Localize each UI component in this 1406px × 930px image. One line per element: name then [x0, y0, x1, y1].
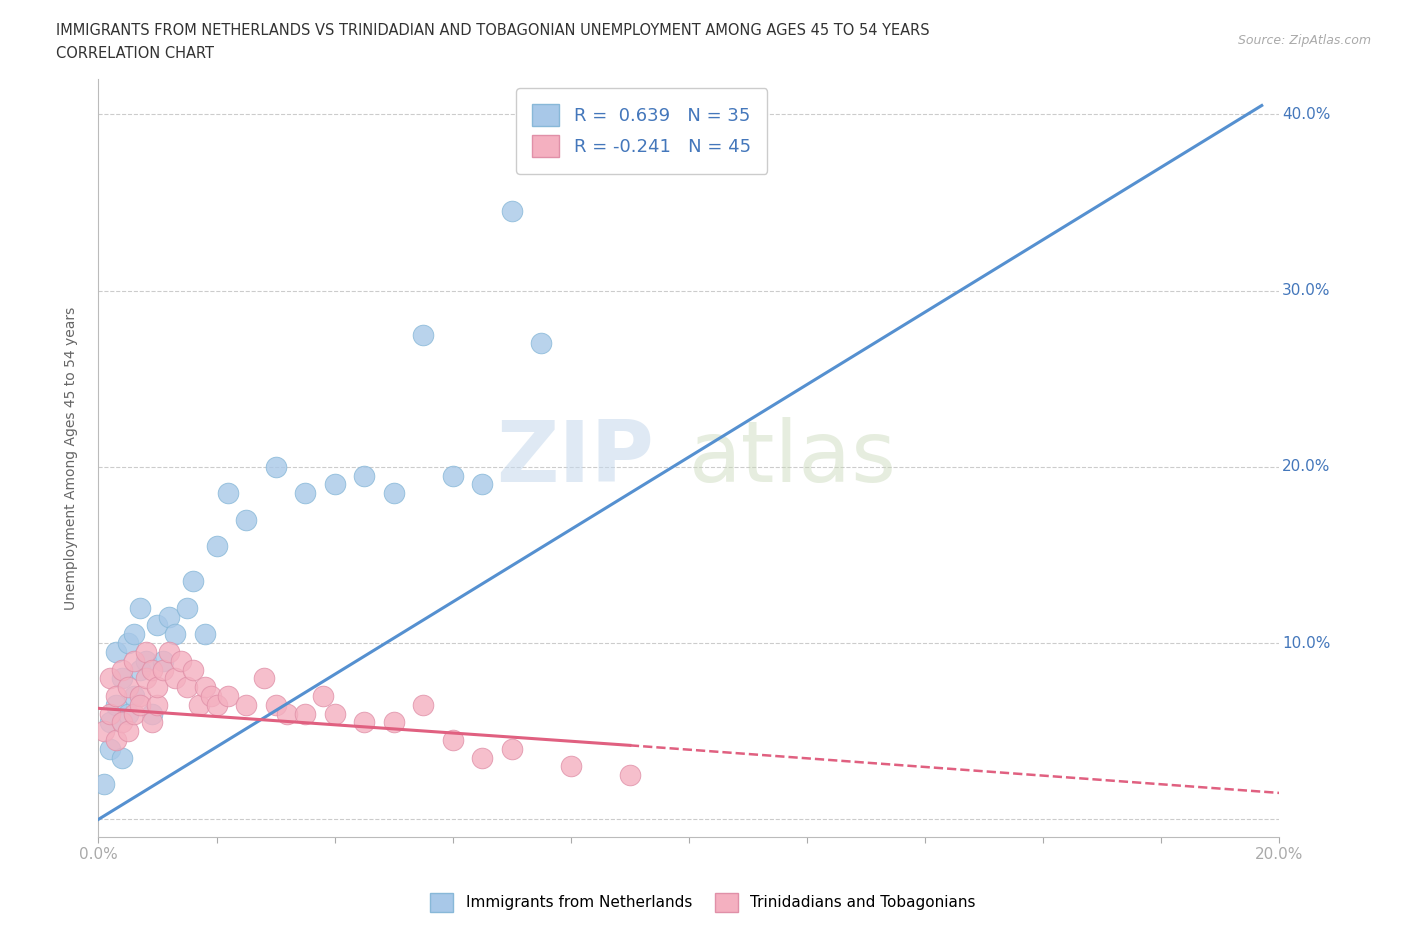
Point	[122, 706, 145, 721]
Point	[146, 618, 169, 633]
Text: IMMIGRANTS FROM NETHERLANDS VS TRINIDADIAN AND TOBAGONIAN UNEMPLOYMENT AMONG AGE: IMMIGRANTS FROM NETHERLANDS VS TRINIDADI…	[56, 23, 929, 38]
Point	[194, 627, 217, 642]
Point	[441, 468, 464, 483]
Point	[157, 609, 180, 624]
Point	[264, 698, 287, 712]
Point	[105, 733, 128, 748]
Point	[412, 327, 434, 342]
Point	[323, 706, 346, 721]
Point	[98, 715, 121, 730]
Point	[117, 680, 139, 695]
Point	[141, 706, 163, 721]
Text: 30.0%: 30.0%	[1282, 283, 1330, 299]
Point	[176, 680, 198, 695]
Point	[217, 688, 239, 703]
Legend: R =  0.639   N = 35, R = -0.241   N = 45: R = 0.639 N = 35, R = -0.241 N = 45	[516, 88, 768, 174]
Text: CORRELATION CHART: CORRELATION CHART	[56, 46, 214, 61]
Point	[235, 698, 257, 712]
Point	[412, 698, 434, 712]
Point	[181, 574, 204, 589]
Point	[135, 671, 157, 685]
Point	[170, 653, 193, 668]
Point	[122, 653, 145, 668]
Point	[382, 715, 405, 730]
Point	[471, 751, 494, 765]
Text: atlas: atlas	[689, 417, 897, 499]
Point	[111, 662, 134, 677]
Point	[128, 688, 150, 703]
Point	[117, 724, 139, 738]
Point	[165, 627, 187, 642]
Point	[560, 759, 582, 774]
Point	[165, 671, 187, 685]
Point	[152, 653, 174, 668]
Point	[205, 698, 228, 712]
Text: 10.0%: 10.0%	[1282, 635, 1330, 651]
Point	[117, 706, 139, 721]
Point	[253, 671, 276, 685]
Point	[530, 336, 553, 351]
Point	[501, 204, 523, 219]
Point	[294, 485, 316, 500]
Point	[619, 768, 641, 783]
Point	[382, 485, 405, 500]
Point	[146, 698, 169, 712]
Point	[501, 741, 523, 756]
Point	[105, 644, 128, 659]
Point	[128, 601, 150, 616]
Text: 40.0%: 40.0%	[1282, 107, 1330, 122]
Point	[117, 636, 139, 651]
Text: Source: ZipAtlas.com: Source: ZipAtlas.com	[1237, 34, 1371, 47]
Point	[276, 706, 298, 721]
Text: 20.0%: 20.0%	[1282, 459, 1330, 474]
Point	[441, 733, 464, 748]
Point	[105, 688, 128, 703]
Point	[187, 698, 209, 712]
Point	[135, 644, 157, 659]
Point	[146, 680, 169, 695]
Point	[353, 468, 375, 483]
Point	[181, 662, 204, 677]
Point	[93, 777, 115, 791]
Point	[93, 724, 115, 738]
Point	[128, 698, 150, 712]
Point	[141, 715, 163, 730]
Point	[205, 538, 228, 553]
Point	[294, 706, 316, 721]
Point	[111, 671, 134, 685]
Point	[264, 459, 287, 474]
Legend: Immigrants from Netherlands, Trinidadians and Tobagonians: Immigrants from Netherlands, Trinidadian…	[425, 887, 981, 918]
Point	[323, 477, 346, 492]
Point	[200, 688, 222, 703]
Point	[111, 751, 134, 765]
Point	[312, 688, 335, 703]
Point	[141, 662, 163, 677]
Point	[98, 741, 121, 756]
Point	[98, 706, 121, 721]
Text: ZIP: ZIP	[496, 417, 654, 499]
Point	[135, 653, 157, 668]
Point	[128, 662, 150, 677]
Point	[152, 662, 174, 677]
Point	[105, 698, 128, 712]
Y-axis label: Unemployment Among Ages 45 to 54 years: Unemployment Among Ages 45 to 54 years	[63, 306, 77, 610]
Point	[217, 485, 239, 500]
Point	[235, 512, 257, 527]
Point	[111, 715, 134, 730]
Point	[353, 715, 375, 730]
Point	[122, 688, 145, 703]
Point	[176, 601, 198, 616]
Point	[98, 671, 121, 685]
Point	[194, 680, 217, 695]
Point	[471, 477, 494, 492]
Point	[157, 644, 180, 659]
Point	[122, 627, 145, 642]
